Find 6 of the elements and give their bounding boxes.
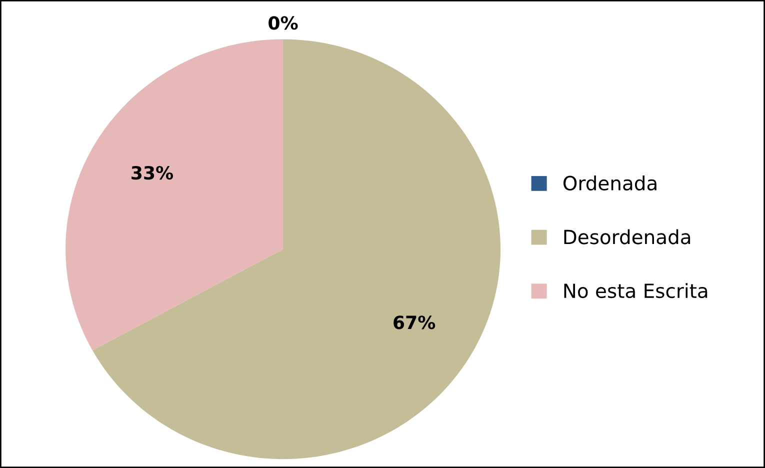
data-label: 67% [394, 316, 436, 330]
legend-label: Desordenada [564, 229, 690, 244]
data-label: 33% [132, 166, 174, 180]
legend-label: Ordenada [563, 175, 656, 191]
legend-label: No esta Escrita [564, 283, 708, 298]
text: 0% [268, 16, 298, 30]
